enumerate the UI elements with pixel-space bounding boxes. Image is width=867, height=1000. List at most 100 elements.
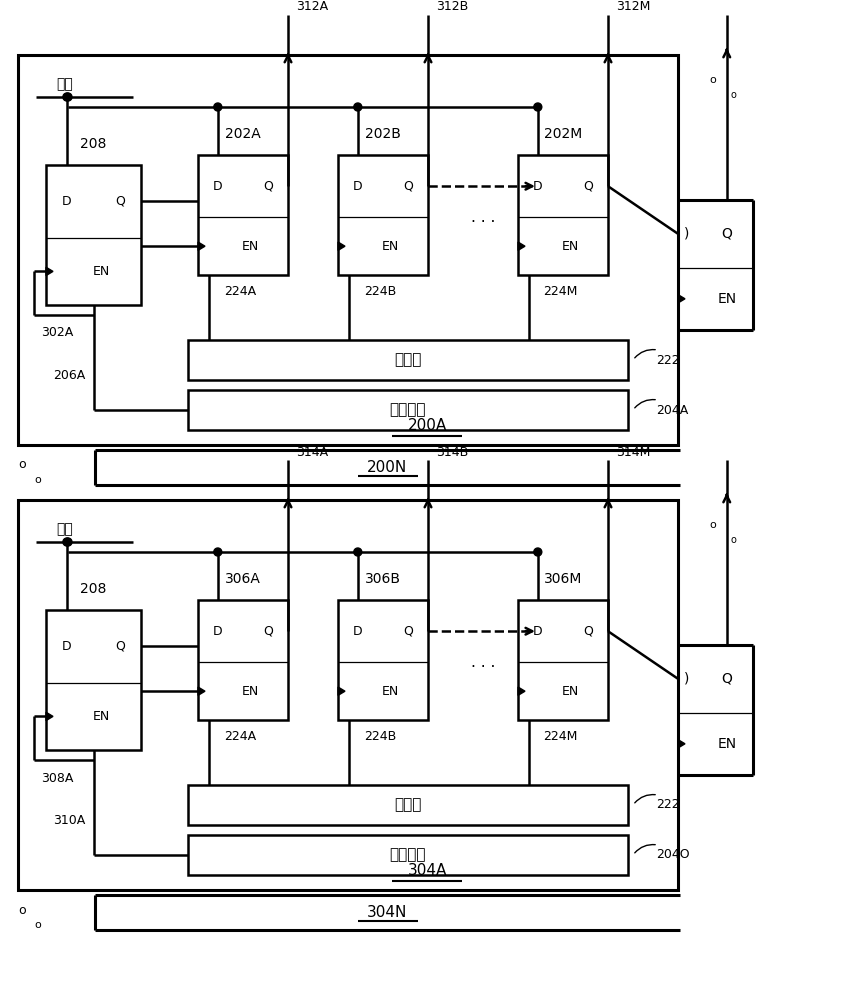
Polygon shape <box>46 712 53 721</box>
Text: EN: EN <box>717 292 736 306</box>
Text: EN: EN <box>562 240 579 253</box>
Text: 314B: 314B <box>436 446 468 458</box>
Text: Q: Q <box>403 625 414 638</box>
Text: o: o <box>709 520 716 530</box>
Text: D: D <box>62 195 72 208</box>
Polygon shape <box>518 242 525 250</box>
Text: Q: Q <box>115 195 125 208</box>
Bar <box>338 155 428 275</box>
Bar <box>518 155 608 275</box>
Text: 202B: 202B <box>365 127 401 141</box>
Bar <box>188 835 628 875</box>
Text: 222: 222 <box>656 798 680 812</box>
Text: D: D <box>213 180 223 193</box>
Text: D: D <box>353 625 362 638</box>
Text: D: D <box>533 180 543 193</box>
Bar <box>188 785 628 825</box>
Text: 224A: 224A <box>224 285 256 298</box>
Text: EN: EN <box>381 685 399 698</box>
Text: EN: EN <box>242 685 259 698</box>
Text: 208: 208 <box>81 137 107 151</box>
Circle shape <box>64 93 72 101</box>
Text: D: D <box>533 625 543 638</box>
Text: EN: EN <box>93 710 110 723</box>
Text: EN: EN <box>381 240 399 253</box>
Text: o: o <box>18 904 26 916</box>
Bar <box>46 610 141 750</box>
Text: 310A: 310A <box>53 814 86 827</box>
Bar <box>198 155 288 275</box>
Text: 202M: 202M <box>544 127 582 141</box>
Circle shape <box>63 93 71 101</box>
Text: Q: Q <box>264 180 273 193</box>
Bar <box>18 55 678 445</box>
Text: 304A: 304A <box>407 863 447 878</box>
Text: 204A: 204A <box>656 403 688 416</box>
Text: 222: 222 <box>656 354 680 366</box>
Text: 304N: 304N <box>368 905 407 920</box>
Text: 306M: 306M <box>544 572 582 586</box>
Text: EN: EN <box>562 685 579 698</box>
Text: 306A: 306A <box>225 572 261 586</box>
Text: 位时钟: 位时钟 <box>394 798 421 812</box>
Text: EN: EN <box>93 265 110 278</box>
Polygon shape <box>198 242 205 250</box>
Circle shape <box>534 103 542 111</box>
Text: EN: EN <box>717 737 736 751</box>
Text: EN: EN <box>242 240 259 253</box>
Bar <box>518 600 608 720</box>
Text: 224M: 224M <box>543 285 577 298</box>
Bar <box>188 390 628 430</box>
Text: 206A: 206A <box>53 369 86 382</box>
Text: Q: Q <box>264 625 273 638</box>
Text: o: o <box>35 920 42 930</box>
Polygon shape <box>46 267 53 276</box>
Text: 200N: 200N <box>368 460 407 475</box>
Text: Q: Q <box>721 672 733 686</box>
Text: Q: Q <box>583 180 593 193</box>
Bar <box>338 600 428 720</box>
Text: 204O: 204O <box>656 848 689 861</box>
Text: . . .: . . . <box>471 210 495 225</box>
Polygon shape <box>338 687 345 695</box>
Text: o: o <box>730 90 736 100</box>
Text: ): ) <box>684 227 689 241</box>
Text: 308A: 308A <box>41 772 74 784</box>
Text: 224A: 224A <box>224 730 256 743</box>
Bar <box>46 165 141 305</box>
Text: 200A: 200A <box>407 418 447 433</box>
Text: 302A: 302A <box>41 326 73 340</box>
Circle shape <box>214 103 222 111</box>
Text: 312B: 312B <box>436 0 468 13</box>
Text: 314M: 314M <box>616 446 650 458</box>
Text: D: D <box>213 625 223 638</box>
Text: D: D <box>62 640 72 653</box>
Text: o: o <box>35 475 42 485</box>
Circle shape <box>64 538 72 546</box>
Circle shape <box>214 548 222 556</box>
Text: o: o <box>730 535 736 545</box>
Text: 224B: 224B <box>364 730 396 743</box>
Text: 202A: 202A <box>225 127 261 141</box>
Text: Q: Q <box>721 227 733 241</box>
Bar <box>18 500 678 890</box>
Text: ): ) <box>684 672 689 686</box>
Text: 224B: 224B <box>364 285 396 298</box>
Bar <box>198 600 288 720</box>
Text: . . .: . . . <box>471 655 495 670</box>
Text: 224M: 224M <box>543 730 577 743</box>
Circle shape <box>63 538 71 546</box>
Text: 位时钟: 位时钟 <box>394 353 421 367</box>
Circle shape <box>354 548 362 556</box>
Text: D: D <box>353 180 362 193</box>
Circle shape <box>534 548 542 556</box>
Bar <box>188 340 628 380</box>
Text: o: o <box>18 458 26 472</box>
Polygon shape <box>338 242 345 250</box>
Text: 采样时钟: 采样时钟 <box>390 402 427 418</box>
Text: Q: Q <box>403 180 414 193</box>
Circle shape <box>354 103 362 111</box>
Polygon shape <box>518 687 525 695</box>
Text: 数据: 数据 <box>56 522 73 536</box>
Text: 314A: 314A <box>296 446 328 458</box>
